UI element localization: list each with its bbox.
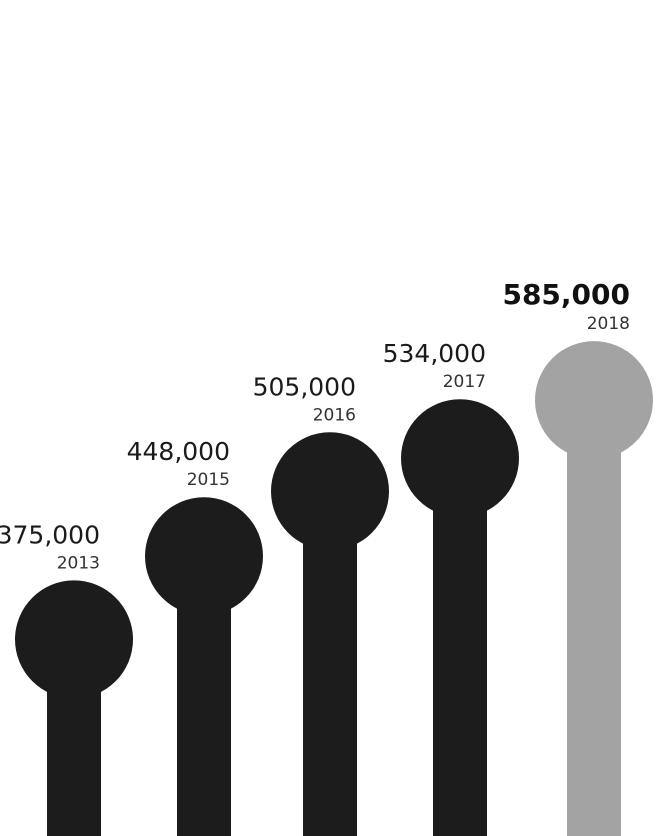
- lollipop-stem-2018: [567, 400, 621, 836]
- value-label-2016: 505,000: [253, 372, 356, 401]
- lollipop-head-2016: [271, 432, 389, 551]
- value-label-2017: 534,000: [383, 339, 486, 368]
- year-label-2016: 2016: [313, 405, 356, 425]
- lollipop-group: 375,000 2013 448,000 2015 505,000 2016 534,000…: [0, 278, 653, 836]
- lollipop-head-2015: [145, 497, 263, 616]
- lollipop-stem-2017: [433, 458, 487, 836]
- year-label-2017: 2017: [443, 372, 486, 392]
- year-label-2013: 2013: [57, 553, 100, 573]
- year-label-2018: 2018: [587, 314, 630, 334]
- value-label-2018: 585,000: [502, 278, 630, 311]
- lollipop-head-2013: [15, 580, 133, 699]
- value-label-2015: 448,000: [127, 437, 230, 466]
- lollipop-head-2017: [401, 399, 519, 518]
- year-label-2015: 2015: [187, 470, 230, 490]
- lollipop-head-2018: [535, 341, 653, 460]
- value-label-2013: 375,000: [0, 520, 100, 549]
